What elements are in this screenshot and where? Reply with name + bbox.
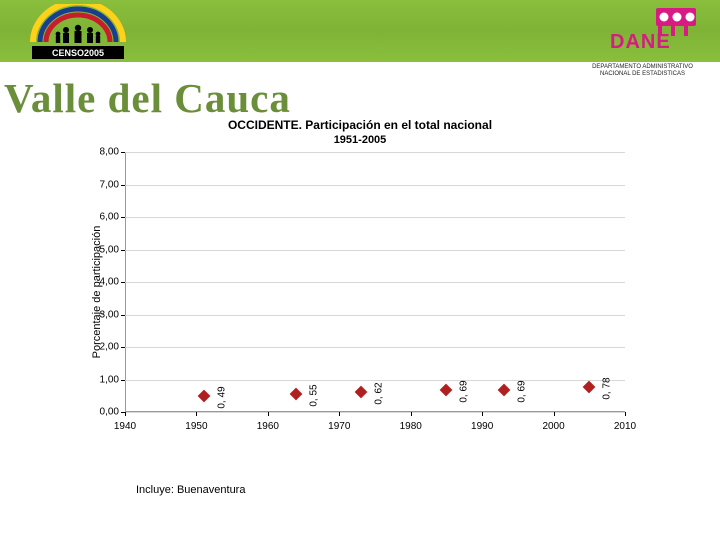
gridline [125,250,625,251]
chart-subtitle: 1951-2005 [95,134,625,146]
y-tick-label: 1,00 [87,374,119,385]
gridline [125,217,625,218]
x-tick-label: 1980 [400,421,422,432]
data-value-label: 0, 78 [602,377,613,399]
y-tick-label: 2,00 [87,342,119,353]
y-tick-label: 8,00 [87,147,119,158]
x-tick-mark [125,412,126,416]
gridline [125,315,625,316]
x-tick-label: 1940 [114,421,136,432]
header-bar: CENSO2005 DANE [0,0,720,62]
dane-caption-line1: DEPARTAMENTO ADMINISTRATIVO [592,64,693,70]
data-value-label: 0, 49 [216,386,227,408]
y-tick-mark [121,185,125,186]
dane-logo-area: DANE [598,6,708,57]
censo-logo: CENSO2005 [18,4,138,60]
x-tick-mark [625,412,626,416]
y-tick-mark [121,250,125,251]
y-tick-mark [121,217,125,218]
chart-title: OCCIDENTE. Participación en el total nac… [95,118,625,132]
y-tick-label: 4,00 [87,277,119,288]
gridline [125,152,625,153]
gridline [125,282,625,283]
chart-container: OCCIDENTE. Participación en el total nac… [95,118,625,468]
data-value-label: 0, 55 [309,385,320,407]
page-title: Valle del Cauca [4,74,291,122]
dane-caption-line2: NACIONAL DE ESTADISTICAS [600,71,685,77]
data-value-label: 0, 62 [373,382,384,404]
x-tick-mark [554,412,555,416]
footnote: Incluye: Buenaventura [136,484,245,496]
data-marker [583,380,596,393]
x-tick-label: 1950 [185,421,207,432]
y-tick-label: 0,00 [87,407,119,418]
censo-year-text: CENSO2005 [52,48,104,58]
y-tick-mark [121,315,125,316]
y-tick-label: 5,00 [87,244,119,255]
x-tick-label: 1960 [257,421,279,432]
y-tick-label: 7,00 [87,179,119,190]
gridline [125,347,625,348]
x-tick-mark [411,412,412,416]
y-tick-label: 3,00 [87,309,119,320]
svg-text:DANE: DANE [610,31,671,52]
gridline [125,412,625,413]
gridline [125,380,625,381]
x-tick-mark [482,412,483,416]
data-marker [497,383,510,396]
data-value-label: 0, 69 [516,380,527,402]
x-tick-mark [339,412,340,416]
x-tick-label: 2010 [614,421,636,432]
x-tick-mark [196,412,197,416]
data-marker [354,385,367,398]
y-tick-mark [121,347,125,348]
y-tick-mark [121,282,125,283]
data-value-label: 0, 69 [459,380,470,402]
plot-area: Porcentaje de participación 0,001,002,00… [125,152,625,432]
dane-logo: DANE [608,6,698,52]
x-tick-mark [268,412,269,416]
y-tick-label: 6,00 [87,212,119,223]
data-marker [290,388,303,401]
dane-caption: DEPARTAMENTO ADMINISTRATIVO NACIONAL DE … [575,64,710,77]
gridline [125,185,625,186]
x-tick-label: 1970 [328,421,350,432]
data-marker [440,383,453,396]
x-tick-label: 1990 [471,421,493,432]
y-tick-mark [121,380,125,381]
x-tick-label: 2000 [542,421,564,432]
data-marker [197,390,210,403]
y-tick-mark [121,152,125,153]
